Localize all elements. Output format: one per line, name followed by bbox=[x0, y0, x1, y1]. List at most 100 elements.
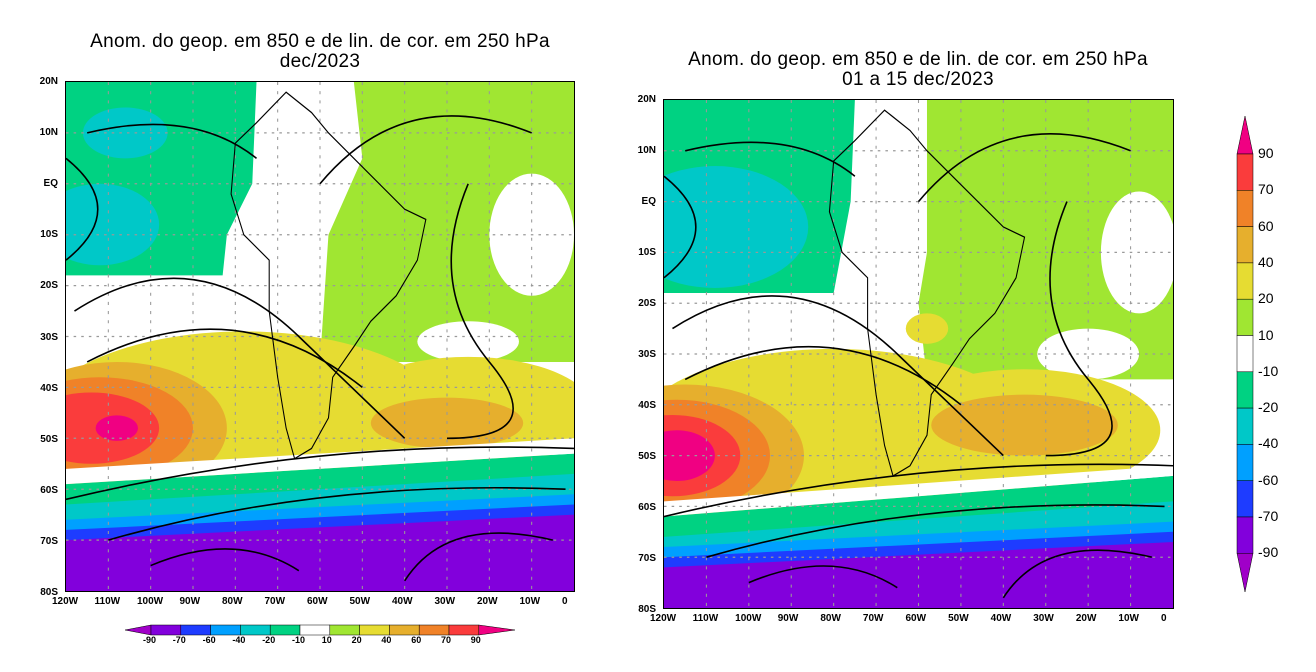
streamline bbox=[672, 296, 1003, 456]
colorbar-bin bbox=[240, 624, 271, 636]
lat-tick-label: 60S bbox=[40, 484, 58, 496]
lon-tick-label: 40W bbox=[392, 596, 413, 607]
streamline bbox=[706, 505, 1164, 557]
colorbar-label: 60 bbox=[411, 635, 422, 645]
anomaly-region bbox=[905, 313, 949, 344]
colorbar-label: -20 bbox=[1258, 399, 1279, 416]
colorbar-label: 40 bbox=[1258, 253, 1274, 270]
streamline bbox=[66, 447, 574, 499]
left-title: Anom. do geop. em 850 e de lin. de cor. … bbox=[30, 32, 610, 72]
anomaly-region bbox=[417, 321, 519, 362]
lon-tick-label: 90W bbox=[777, 613, 799, 624]
lon-tick-label: 30W bbox=[434, 596, 456, 607]
lat-tick-label: 70S bbox=[638, 553, 656, 564]
colorbar-label: 10 bbox=[1258, 326, 1274, 343]
colorbar-label: 20 bbox=[351, 635, 362, 645]
lon-tick-label: 0 bbox=[1161, 613, 1167, 624]
anomaly-region bbox=[1037, 328, 1140, 380]
streamline bbox=[87, 329, 362, 387]
streamline bbox=[405, 533, 553, 581]
colorbar-bin bbox=[359, 624, 390, 636]
lat-tick-label: 20N bbox=[637, 94, 656, 105]
streamline bbox=[74, 278, 404, 438]
colorbar-bin bbox=[1236, 262, 1254, 300]
colorbar-bin bbox=[150, 624, 182, 636]
lat-tick-label: EQ bbox=[43, 178, 58, 190]
streamline bbox=[1003, 550, 1151, 598]
title-line: Anom. do geop. em 850 e de lin. de cor. … bbox=[90, 31, 550, 52]
lat-tick-label: 10N bbox=[637, 145, 656, 156]
colorbar-label: 90 bbox=[1258, 145, 1274, 161]
colorbar-label: 90 bbox=[470, 635, 481, 645]
streamline bbox=[320, 116, 532, 184]
colorbar-bin bbox=[1236, 298, 1254, 336]
colorbar-bin bbox=[1236, 516, 1254, 554]
lon-tick-label: 80W bbox=[222, 596, 243, 607]
anomaly-region bbox=[95, 415, 138, 441]
streamline bbox=[685, 142, 855, 176]
streamline bbox=[685, 347, 961, 405]
title-line: Anom. do geop. em 850 e de lin. de cor. … bbox=[688, 49, 1148, 70]
lat-tick-label: 20N bbox=[39, 76, 58, 87]
subtitle-line: dec/2023 bbox=[279, 51, 361, 72]
colorbar-bin bbox=[1236, 335, 1254, 373]
colorbar-label: 60 bbox=[1258, 217, 1274, 234]
streamline bbox=[664, 464, 1173, 516]
colorbar-label: 70 bbox=[1258, 181, 1274, 198]
colorbar-bin bbox=[299, 624, 331, 636]
lat-tick-label: 70S bbox=[40, 535, 58, 547]
colorbar-bin bbox=[418, 624, 450, 636]
colorbar-label: -20 bbox=[262, 635, 276, 645]
colorbar-label: -70 bbox=[1258, 508, 1279, 524]
colorbar-vertical bbox=[1236, 116, 1254, 592]
colorbar-arrow bbox=[478, 624, 515, 636]
lat-tick-label: 50S bbox=[40, 433, 58, 445]
lon-tick-label: 0 bbox=[562, 596, 568, 607]
lon-tick-label: 10W bbox=[519, 596, 541, 607]
colorbar-bin bbox=[448, 624, 480, 636]
lon-tick-label: 100W bbox=[137, 596, 164, 607]
colorbar-bin bbox=[1236, 226, 1254, 264]
lon-tick-label: 10W bbox=[1118, 613, 1139, 624]
colorbar-bin bbox=[1236, 480, 1254, 518]
streamline bbox=[108, 488, 565, 540]
lon-tick-label: 90W bbox=[179, 596, 201, 607]
lat-tick-label: 10S bbox=[638, 247, 656, 258]
lat-tick-label: 80S bbox=[40, 587, 58, 598]
lat-tick-label: EQ bbox=[641, 196, 656, 207]
lat-tick-label: 30S bbox=[40, 331, 58, 343]
lon-tick-label: 80W bbox=[820, 613, 841, 624]
lat-tick-label: 60S bbox=[638, 502, 656, 513]
lon-tick-label: 20W bbox=[1075, 613, 1097, 624]
colorbar-arrow bbox=[1236, 553, 1254, 592]
lon-tick-label: 40W bbox=[990, 613, 1012, 624]
streamline bbox=[749, 566, 897, 588]
subtitle-line: 01 a 15 dec/2023 bbox=[842, 69, 994, 90]
lat-tick-label: 40S bbox=[638, 400, 656, 411]
lon-tick-label: 110W bbox=[692, 613, 719, 624]
anomaly-region bbox=[66, 183, 160, 266]
colorbar-label: 10 bbox=[321, 635, 332, 645]
colorbar-bin bbox=[389, 624, 420, 636]
map-canvas bbox=[66, 82, 574, 591]
colorbar-label: -60 bbox=[202, 635, 216, 645]
lon-tick-label: 20W bbox=[477, 596, 498, 607]
colorbar-arrow bbox=[1236, 116, 1254, 155]
map-panel-biweekly: 120W 110W 100W 90W 80W 70W 60W 50W 40W 30W 20W 10W 0… bbox=[638, 94, 1174, 624]
lon-tick-label: 60W bbox=[307, 596, 328, 607]
colorbar-bin bbox=[180, 624, 211, 636]
lon-tick-label: 120W bbox=[52, 596, 79, 607]
anomaly-region bbox=[664, 166, 809, 288]
colorbar-label: -90 bbox=[143, 635, 157, 645]
colorbar-horizontal bbox=[125, 624, 515, 636]
south-america-coastline bbox=[230, 91, 427, 460]
map-canvas bbox=[664, 100, 1173, 608]
lon-tick-label: 30W bbox=[1033, 613, 1054, 624]
lat-tick-label: 10S bbox=[40, 229, 58, 241]
colorbar-bin bbox=[1236, 153, 1254, 191]
colorbar-bin bbox=[1236, 371, 1254, 409]
lat-tick-label: 40S bbox=[40, 382, 58, 394]
colorbar-label: -90 bbox=[1258, 544, 1279, 561]
lon-tick-label: 70W bbox=[264, 596, 286, 607]
anomaly-region bbox=[82, 107, 168, 159]
